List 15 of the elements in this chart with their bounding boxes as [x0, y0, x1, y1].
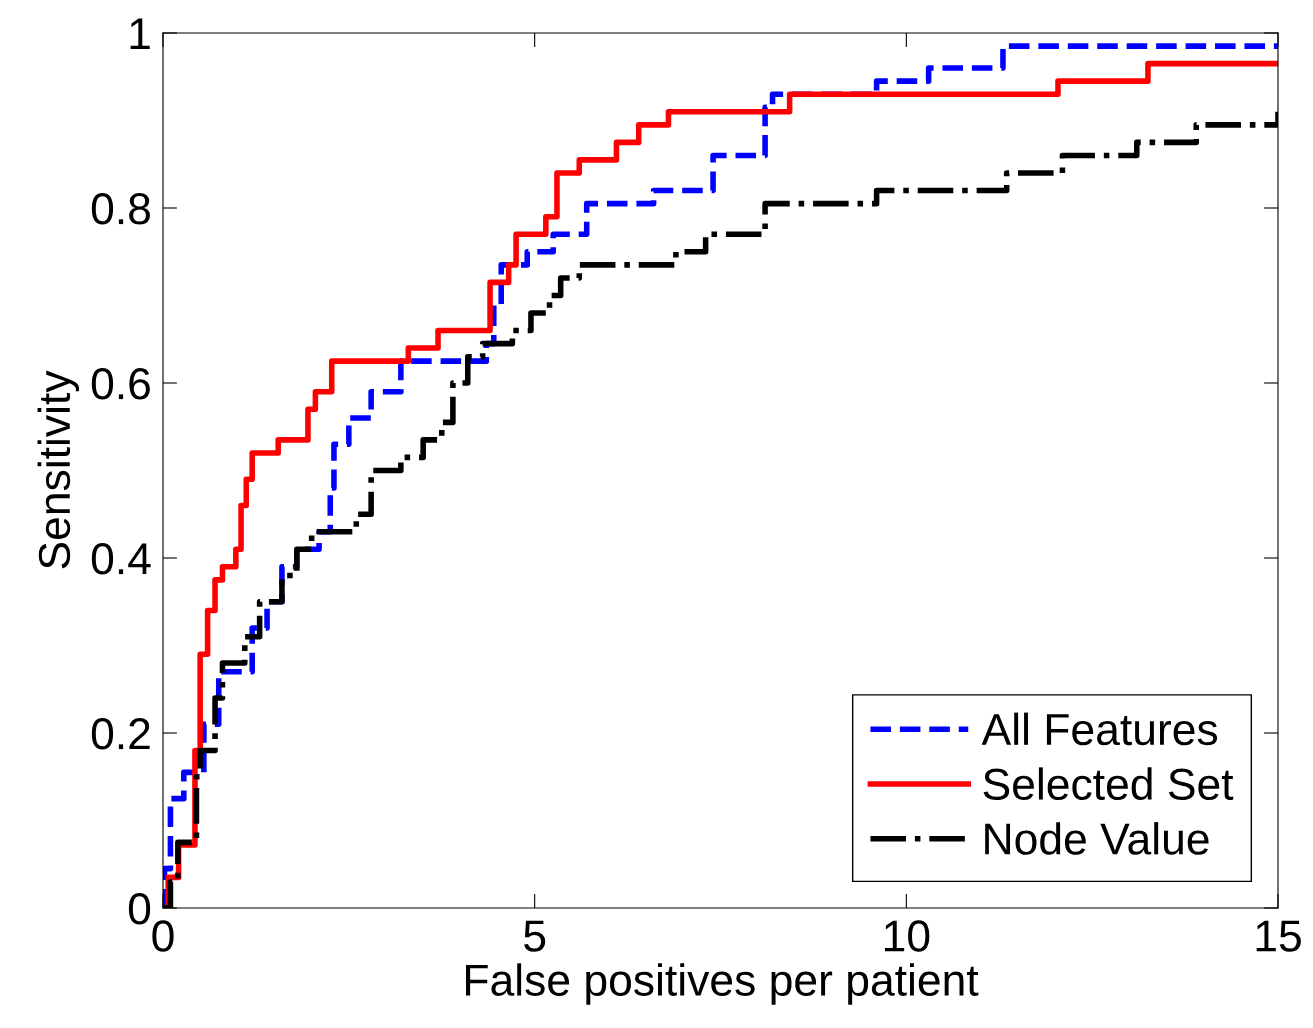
legend-label: Node Value: [985, 822, 1209, 855]
legend-label: Selected Set: [983, 767, 1234, 801]
legend-label: All Features: [981, 712, 1218, 746]
x-axis-title: False positives per patient: [466, 963, 979, 1005]
y-tick-label: 0.8: [91, 193, 150, 225]
x-tick-label: 15: [1256, 920, 1301, 952]
y-tick-label: 0.6: [91, 368, 150, 400]
x-tick-label: 10: [885, 920, 930, 952]
y-tick-label: 0.2: [91, 718, 150, 750]
y-tick-label: 1: [130, 18, 150, 50]
y-axis-title: Sensitivity: [37, 370, 79, 569]
x-tick-label: 0: [152, 920, 174, 952]
y-tick-label: 0: [128, 893, 151, 925]
y-tick-label: 0.4: [91, 543, 151, 575]
x-tick-label: 5: [524, 920, 546, 952]
